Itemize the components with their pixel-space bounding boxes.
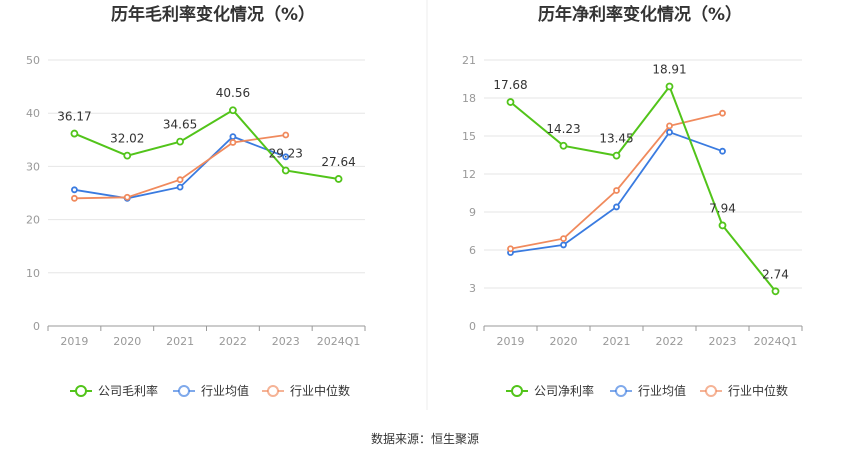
data-point <box>506 98 515 106</box>
x-tick-label: 2020 <box>550 335 578 348</box>
x-tick-label: 2022 <box>656 335 684 348</box>
data-label: 32.02 <box>110 132 144 146</box>
y-tick-label: 3 <box>469 282 476 295</box>
legend-label: 公司毛利率 <box>98 383 158 398</box>
x-tick-label: 2021 <box>603 335 631 348</box>
y-tick-label: 15 <box>462 130 476 143</box>
data-point <box>123 193 131 201</box>
data-label: 36.17 <box>57 110 91 124</box>
data-point <box>718 221 727 230</box>
data-point <box>666 122 673 130</box>
series-line-0 <box>74 108 339 180</box>
data-point <box>282 131 290 139</box>
legend-swatch-marker <box>178 385 190 397</box>
y-tick-label: 9 <box>469 206 476 219</box>
data-point <box>176 137 184 146</box>
legend-swatch-marker <box>705 385 717 397</box>
data-point <box>719 147 726 155</box>
data-point <box>560 235 567 243</box>
y-tick-label: 10 <box>26 267 40 280</box>
data-label: 18.91 <box>652 62 686 76</box>
x-tick-label: 2021 <box>166 335 194 348</box>
data-point <box>282 153 290 161</box>
y-tick-label: 0 <box>33 320 40 333</box>
y-tick-label: 30 <box>26 160 40 173</box>
legend-label: 行业中位数 <box>290 383 350 398</box>
y-tick-label: 20 <box>26 214 40 227</box>
data-point <box>176 183 184 191</box>
legend-label: 公司净利率 <box>534 383 594 398</box>
data-point <box>334 175 343 183</box>
y-tick-label: 6 <box>469 244 476 257</box>
chart-title: 历年毛利率变化情况（%） <box>111 4 315 25</box>
data-point <box>281 166 290 175</box>
data-point <box>123 151 132 160</box>
legend-swatch-marker <box>511 385 523 397</box>
legend-label: 行业均值 <box>638 383 686 398</box>
data-point <box>612 151 621 160</box>
data-point <box>70 129 79 138</box>
data-point <box>559 141 568 150</box>
y-tick-label: 12 <box>462 168 476 181</box>
data-label: 7.94 <box>709 201 736 215</box>
x-tick-label: 2024Q1 <box>754 335 798 348</box>
x-tick-label: 2022 <box>219 335 247 348</box>
data-label: 17.68 <box>493 78 527 92</box>
data-point <box>613 187 620 194</box>
data-point <box>666 128 673 136</box>
data-point <box>507 245 514 253</box>
series-line-0 <box>509 84 777 292</box>
y-tick-label: 21 <box>462 54 476 67</box>
data-point <box>613 203 620 211</box>
legend-swatch-marker <box>615 385 627 397</box>
data-label: 40.56 <box>216 86 250 100</box>
x-tick-label: 2020 <box>113 335 141 348</box>
data-point <box>560 241 567 249</box>
legend-swatch-marker <box>75 385 87 397</box>
data-label: 34.65 <box>163 118 197 132</box>
x-tick-label: 2024Q1 <box>317 335 361 348</box>
data-label: 2.74 <box>762 267 789 281</box>
x-tick-label: 2019 <box>60 335 88 348</box>
legend-label: 行业中位数 <box>728 383 788 398</box>
data-point <box>176 176 184 184</box>
data-point <box>665 82 674 91</box>
data-point <box>229 106 237 115</box>
chart-title: 历年净利率变化情况（%） <box>538 4 742 25</box>
data-label: 29.23 <box>269 146 303 160</box>
x-tick-label: 2019 <box>497 335 525 348</box>
y-tick-label: 40 <box>26 107 40 120</box>
data-point <box>719 109 726 117</box>
data-source-note: 数据来源：恒生聚源 <box>370 432 479 446</box>
data-label: 13.45 <box>599 132 633 146</box>
legend-swatch-marker <box>267 385 279 397</box>
data-point <box>71 186 78 194</box>
y-tick-label: 50 <box>26 54 40 67</box>
y-tick-label: 18 <box>462 92 476 105</box>
data-point <box>771 287 780 296</box>
data-point <box>229 139 237 146</box>
y-tick-label: 0 <box>469 320 476 333</box>
data-point <box>71 194 78 202</box>
x-tick-label: 2023 <box>709 335 737 348</box>
data-point <box>229 133 237 141</box>
x-tick-label: 2023 <box>272 335 300 348</box>
legend-label: 行业均值 <box>201 383 249 398</box>
data-label: 14.23 <box>546 122 580 136</box>
data-label: 27.64 <box>321 155 355 169</box>
